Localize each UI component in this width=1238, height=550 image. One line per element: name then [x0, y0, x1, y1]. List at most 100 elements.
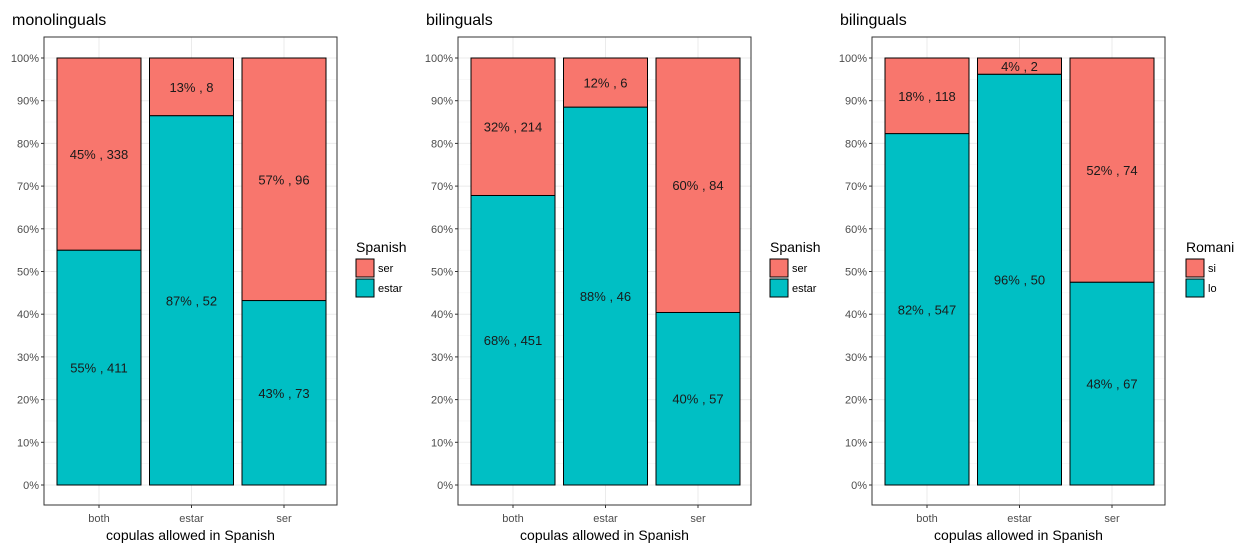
bar-segment-ser-both	[56, 57, 142, 251]
x-tick-label: estar	[1007, 513, 1032, 525]
y-tick-label: 30%	[845, 352, 867, 364]
legend-label: lo	[1208, 283, 1217, 295]
chart-panel-1: monolinguals 0% 10% 20% 30% 40% 50% 60% 70% 80% 90…	[11, 12, 407, 543]
x-axis-label: copulas allowed in Spanish	[520, 527, 689, 543]
legend: Romani si lo	[1185, 239, 1234, 298]
data-label: 45% , 338	[70, 147, 129, 162]
y-tick-label: 50%	[17, 267, 39, 279]
y-tick-label: 80%	[845, 138, 867, 150]
x-tick-label: ser	[276, 513, 292, 525]
data-label: 55% , 411	[70, 361, 128, 376]
y-tick-label: 30%	[431, 352, 453, 364]
data-label: 82% , 547	[898, 302, 957, 317]
bar-segment-ser-ser	[655, 57, 741, 313]
y-tick-label: 90%	[17, 96, 39, 108]
x-tick-label: estar	[179, 513, 204, 525]
bar-segment-estar-estar	[563, 106, 648, 486]
y-tick-label: 30%	[17, 352, 39, 364]
legend-key-estar	[355, 278, 375, 298]
y-tick-label: 60%	[431, 224, 453, 236]
legend: Spanish ser estar	[769, 239, 821, 298]
legend-title: Romani	[1186, 239, 1234, 255]
bar-segment-si-ser	[1069, 57, 1155, 283]
y-tick-label: 40%	[17, 309, 39, 321]
legend-key-estar	[769, 278, 789, 298]
y-tick-label: 50%	[845, 267, 867, 279]
data-label: 18% , 118	[898, 89, 956, 104]
y-tick-label: 70%	[431, 181, 453, 193]
x-tick-label: both	[502, 513, 523, 525]
y-tick-label: 0%	[23, 480, 39, 492]
legend-title: Spanish	[356, 239, 407, 255]
bar-segment-si-estar	[977, 57, 1062, 75]
x-tick-label: ser	[690, 513, 706, 525]
legend-label: ser	[792, 263, 808, 275]
y-tick-label: 100%	[425, 53, 453, 65]
bar-segment-lo-both	[884, 133, 970, 486]
data-label: 88% , 46	[580, 289, 631, 304]
x-tick-label: ser	[1104, 513, 1120, 525]
y-tick-label: 20%	[431, 395, 453, 407]
bar-segment-ser-estar	[149, 57, 234, 117]
y-tick-label: 80%	[431, 138, 453, 150]
legend: Spanish ser estar	[355, 239, 407, 298]
x-tick-label: both	[916, 513, 937, 525]
bar-segment-estar-both	[56, 249, 142, 486]
x-axis-label: copulas allowed in Spanish	[106, 527, 275, 543]
data-label: 96% , 50	[994, 273, 1045, 288]
bar-segment-estar-ser	[655, 311, 741, 486]
y-tick-label: 90%	[431, 96, 453, 108]
chart-title: bilinguals	[840, 12, 907, 29]
data-label: 13% , 8	[169, 80, 213, 95]
x-tick-label: both	[88, 513, 109, 525]
legend-label: si	[1208, 263, 1216, 275]
y-tick-label: 10%	[845, 437, 867, 449]
data-label: 40% , 57	[672, 392, 723, 407]
data-label: 68% , 451	[484, 333, 543, 348]
data-label: 12% , 6	[583, 76, 627, 91]
legend-label: estar	[792, 283, 817, 295]
bar-segment-si-both	[884, 57, 970, 135]
data-label: 43% , 73	[258, 386, 309, 401]
y-tick-label: 70%	[845, 181, 867, 193]
data-label: 87% , 52	[166, 293, 217, 308]
legend-key-ser	[355, 258, 375, 278]
legend-key-lo	[1185, 278, 1205, 298]
bar-segment-lo-estar	[977, 73, 1062, 486]
data-label: 60% , 84	[672, 178, 723, 193]
legend-key-si	[1185, 258, 1205, 278]
x-axis-label: copulas allowed in Spanish	[934, 527, 1103, 543]
chart-panel-3: bilinguals 0% 10% 20% 30% 40% 50% 60% 70% 80% 90% 1…	[839, 12, 1234, 543]
y-tick-label: 100%	[11, 53, 39, 65]
y-tick-label: 90%	[845, 96, 867, 108]
data-label: 57% , 96	[258, 172, 309, 187]
y-tick-label: 40%	[431, 309, 453, 321]
y-tick-label: 20%	[17, 395, 39, 407]
y-tick-label: 60%	[17, 224, 39, 236]
data-label: 32% , 214	[484, 120, 543, 135]
chart-title: bilinguals	[426, 12, 493, 29]
legend-key-ser	[769, 258, 789, 278]
y-tick-label: 80%	[17, 138, 39, 150]
chart-title: monolinguals	[12, 12, 106, 29]
plot-border	[457, 36, 752, 506]
bar-segment-ser-ser	[241, 57, 327, 302]
y-tick-label: 10%	[431, 437, 453, 449]
bar-segment-ser-both	[470, 57, 556, 196]
legend-label: ser	[378, 263, 394, 275]
y-tick-label: 60%	[845, 224, 867, 236]
plot-border	[871, 36, 1166, 506]
y-tick-label: 10%	[17, 437, 39, 449]
y-tick-label: 70%	[17, 181, 39, 193]
legend-label: estar	[378, 283, 403, 295]
bar-segment-estar-both	[470, 194, 556, 486]
y-tick-label: 100%	[839, 53, 867, 65]
y-tick-label: 50%	[431, 267, 453, 279]
data-label: 4% , 2	[1001, 59, 1038, 74]
chart-panel-2: bilinguals 0% 10% 20% 30% 40% 50% 60% 70% 80% 90% 1…	[425, 12, 821, 543]
bar-segment-ser-estar	[563, 57, 648, 108]
x-tick-label: estar	[593, 513, 618, 525]
bar-segment-lo-ser	[1069, 281, 1155, 486]
y-tick-label: 0%	[437, 480, 453, 492]
